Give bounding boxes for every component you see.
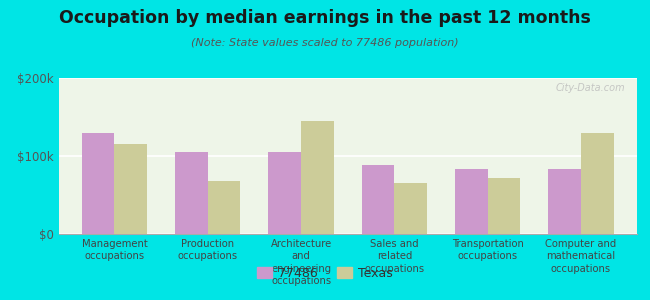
Bar <box>395 183 427 234</box>
Bar <box>208 181 240 234</box>
Bar <box>362 165 395 234</box>
Bar <box>268 152 301 234</box>
Bar <box>581 133 614 234</box>
Bar <box>455 169 488 234</box>
Text: (Note: State values scaled to 77486 population): (Note: State values scaled to 77486 popu… <box>191 38 459 47</box>
Text: City-Data.com: City-Data.com <box>556 83 625 93</box>
Bar <box>488 178 521 234</box>
Bar <box>114 144 147 234</box>
Bar <box>175 152 208 234</box>
Bar <box>549 169 581 234</box>
Legend: 77486, Texas: 77486, Texas <box>252 262 398 285</box>
Bar <box>82 133 114 234</box>
Bar <box>301 121 333 234</box>
Text: Occupation by median earnings in the past 12 months: Occupation by median earnings in the pas… <box>59 9 591 27</box>
